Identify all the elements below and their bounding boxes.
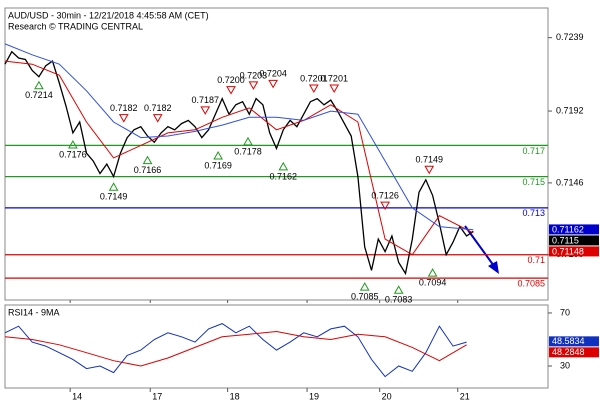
rsi-tick-label: 30 [560,360,570,370]
pivot-label: 0.7200 [217,75,245,85]
x-tick-label: 21 [460,391,470,401]
pivot-label: 0.7083 [385,295,413,305]
x-tick-label: 18 [230,391,240,401]
forecast-arrow [464,225,499,274]
last-value-label: 0.71162 [552,224,584,234]
series-line [4,50,474,276]
pivot-low [427,268,438,277]
pivot-low [68,140,78,149]
pivot-label: 0.7214 [25,90,53,100]
pivot-high [329,84,340,94]
pivot-label: 0.7182 [144,103,172,113]
pivot-low [34,80,44,90]
pivot-label: 0.7204 [259,69,287,79]
series-line [4,60,474,256]
y-tick-label: 0.7146 [556,177,584,187]
pivot-label: 0.7182 [110,103,138,113]
rsi-tick-label: 70 [560,307,570,317]
last-value-badge [549,347,599,358]
pivot-label: 0.7149 [415,155,443,165]
chart-title: AUD/USD - 30min - 12/21/2018 4:45:58 AM … [8,10,209,20]
pivot-high [268,79,278,89]
y-tick-label: 0.7192 [556,105,584,115]
pivot-low [243,136,253,146]
price-frame [4,7,549,301]
x-tick-label: 19 [309,391,319,401]
pivot-label: 0.7162 [270,171,298,181]
pivot-low [393,285,404,294]
pivot-label: 0.7201 [320,73,348,83]
level-label: 0.717 [522,146,545,156]
pivot-high [380,201,390,211]
pivot-high [226,86,236,95]
level-label: 0.715 [522,177,545,187]
pivot-high [248,81,259,90]
series-line [4,323,467,378]
chart-subtitle: Research © TRADING CENTRAL [8,21,143,31]
pivot-label: 0.7187 [191,95,219,105]
pivot-low [142,155,153,165]
last-value-label: 0.71148 [552,246,584,256]
last-value-label: 48.2848 [552,347,585,357]
pivot-label: 0.7149 [100,192,128,202]
level-label: 0.713 [522,208,545,218]
pivot-label: 0.7203 [240,70,268,80]
pivot-label: 0.7178 [234,146,262,156]
pivot-low [213,150,223,160]
last-value-badge [549,224,599,235]
pivot-low [359,282,370,291]
pivot-low [108,182,119,191]
x-tick-label: 14 [72,391,82,401]
rsi-title: RSI14 - 9MA [8,307,60,317]
y-tick-label: 0.7239 [556,32,584,42]
pivot-high [118,114,129,123]
pivot-label: 0.7176 [59,149,87,159]
last-value-label: 48.5834 [552,336,585,346]
pivot-label: 0.7126 [371,190,399,200]
pivot-label: 0.7085 [351,292,379,302]
pivot-high [200,106,211,115]
last-value-badge [549,336,599,347]
series-line [4,43,474,231]
pivot-label: 0.7094 [419,277,447,287]
pivot-label: 0.7201 [300,73,328,83]
rsi-frame [4,304,549,389]
last-value-label: 0.7115 [552,235,579,245]
arrow-head [488,261,499,274]
pivot-high [152,114,163,123]
level-label: 0.71 [527,255,545,265]
last-value-badge [549,235,599,246]
pivot-high [308,84,319,94]
x-tick-label: 17 [152,391,162,401]
pivot-label: 0.7169 [204,160,232,170]
pivot-label: 0.7166 [134,165,162,175]
pivot-low [278,161,289,171]
series-line [4,330,467,367]
level-label: 0.7085 [517,279,545,289]
x-tick-label: 20 [382,391,392,401]
arrow-shaft [464,225,495,267]
last-value-badge [549,246,599,257]
pivot-high [424,165,435,175]
